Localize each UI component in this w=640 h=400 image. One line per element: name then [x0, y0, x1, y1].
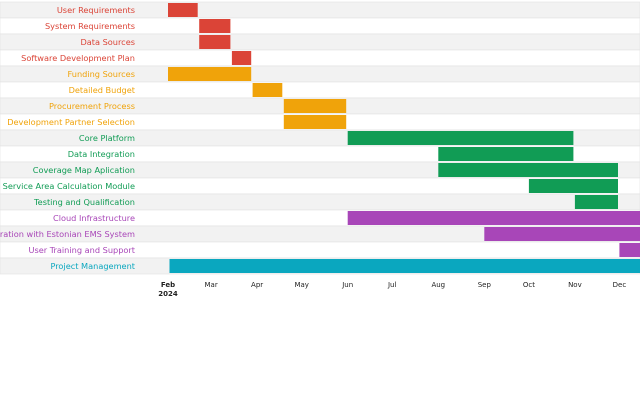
task-bar [199, 35, 231, 49]
task-bar [574, 195, 618, 209]
task-label: Integration with Estonian EMS System [0, 229, 135, 239]
task-label: Procurement Process [49, 101, 135, 111]
x-tick-label: Oct [523, 281, 535, 289]
task-label: Data Integration [68, 149, 135, 159]
task-bars [168, 3, 640, 273]
task-label: Development Partner Selection [7, 117, 135, 127]
task-label: Cloud Infrastructure [53, 213, 135, 223]
task-label: User Requirements [57, 5, 135, 15]
x-tick-label: Aug [431, 281, 445, 289]
task-label: Testing and Qualification [33, 197, 135, 207]
task-bar [438, 163, 618, 177]
x-tick-label: Feb [161, 281, 175, 289]
x-tick-label: Jul [387, 281, 397, 289]
task-bar [252, 83, 283, 97]
task-bar [168, 67, 252, 81]
x-tick-label: Dec [613, 281, 627, 289]
x-tick-label: Apr [251, 281, 263, 289]
task-bar [231, 51, 252, 65]
task-bar [347, 211, 640, 225]
task-bar [168, 3, 198, 17]
row-stripes [0, 1, 640, 275]
task-bar [347, 131, 574, 145]
task-bar [528, 179, 618, 193]
task-label: Detailed Budget [69, 85, 136, 95]
task-labels: User Requirements System Requirements Data… [0, 5, 136, 271]
x-tick-label: May [294, 281, 308, 289]
x-tick-label: Nov [568, 281, 582, 289]
task-label: System Requirements [45, 21, 135, 31]
x-tick-label: Jun [341, 281, 353, 289]
task-label: Data Sources [80, 37, 135, 47]
task-label: Core Platform [79, 133, 135, 143]
task-bar [199, 19, 231, 33]
task-label: Funding Sources [68, 69, 136, 79]
x-tick-label: Sep [478, 281, 492, 289]
task-bar [438, 147, 574, 161]
task-label: Service Area Calculation Module [3, 181, 135, 191]
x-tick-label: Mar [204, 281, 217, 289]
task-label: Coverage Map Aplication [33, 165, 135, 175]
task-bar [283, 99, 347, 113]
task-label: Project Management [50, 261, 135, 271]
task-label: Software Development Plan [21, 53, 135, 63]
task-bar [169, 259, 640, 273]
task-bar [484, 227, 640, 241]
task-bar [283, 115, 347, 129]
x-tick-year-label: 2024 [158, 290, 178, 298]
task-bar [619, 243, 640, 257]
task-label: User Training and Support [28, 245, 135, 255]
